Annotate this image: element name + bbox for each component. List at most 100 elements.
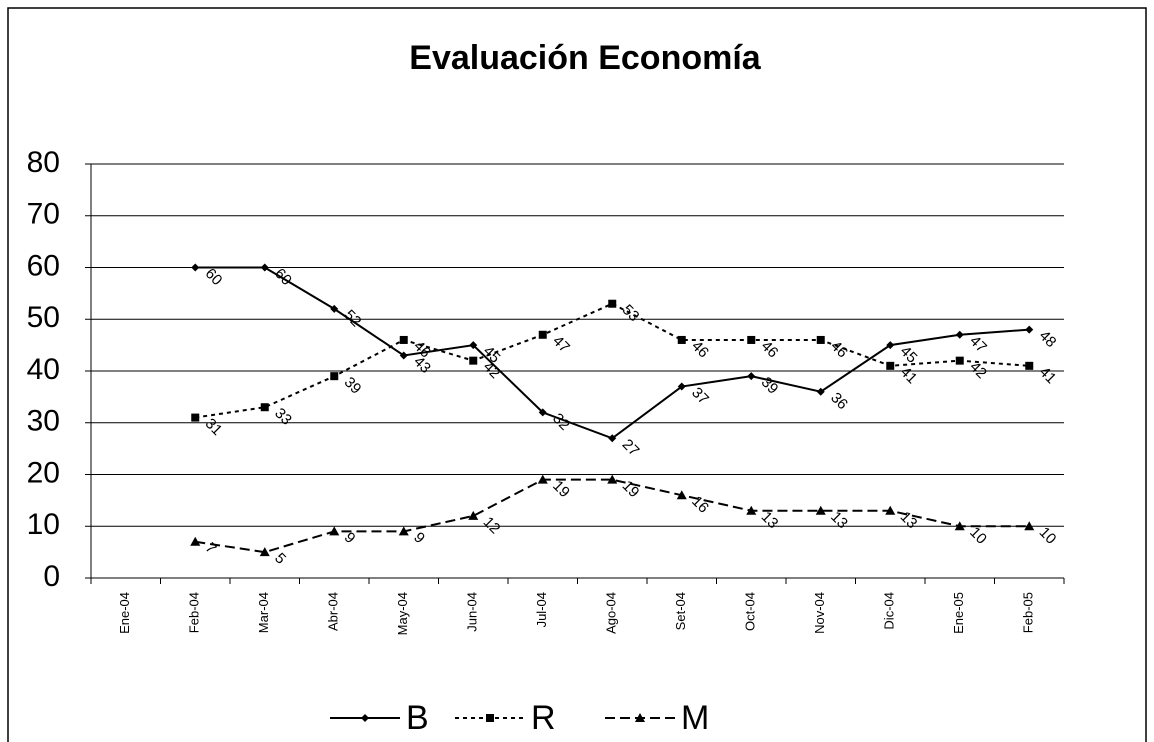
- data-label: 10: [1036, 524, 1060, 548]
- y-tick-label: 50: [27, 301, 60, 334]
- y-tick-label: 60: [27, 249, 60, 282]
- point: [399, 335, 408, 344]
- data-label: 46: [688, 338, 712, 362]
- data-label: 32: [549, 410, 573, 434]
- data-label: 47: [549, 332, 573, 356]
- data-label: 19: [549, 477, 573, 501]
- point: [747, 372, 756, 381]
- point: [190, 536, 201, 546]
- data-label: 16: [688, 493, 712, 517]
- point: [676, 490, 687, 500]
- point: [746, 505, 757, 515]
- point: [329, 526, 340, 536]
- point: [259, 547, 270, 557]
- point: [260, 263, 269, 272]
- data-label: 27: [619, 436, 643, 460]
- point: [1025, 361, 1034, 370]
- x-tick-label: Ago-04: [604, 592, 619, 634]
- point: [955, 330, 964, 339]
- point: [468, 510, 479, 520]
- x-tick-label: Ene-04: [117, 592, 132, 634]
- point: [816, 387, 825, 396]
- point: [816, 335, 825, 344]
- data-label: 42: [480, 358, 504, 382]
- point: [538, 330, 547, 339]
- point: [747, 335, 756, 344]
- point: [608, 299, 617, 308]
- point: [191, 413, 200, 422]
- point: [954, 521, 965, 531]
- x-tick-label: Nov-04: [812, 592, 827, 634]
- legend-label: M: [681, 699, 709, 737]
- x-tick-label: Feb-05: [1021, 592, 1036, 633]
- point: [260, 403, 269, 412]
- data-label: 36: [827, 389, 851, 413]
- data-label: 7: [202, 539, 220, 557]
- x-tick-label: Feb-04: [187, 592, 202, 633]
- x-tick-label: Dic-04: [882, 592, 897, 630]
- data-label: 12: [480, 514, 504, 538]
- data-label: 37: [688, 384, 712, 408]
- y-tick-label: 30: [27, 405, 60, 438]
- data-label: 46: [758, 338, 782, 362]
- point: [330, 304, 339, 313]
- data-label: 13: [827, 508, 851, 532]
- x-tick-label: Jul-04: [534, 592, 549, 627]
- point: [469, 356, 478, 365]
- point: [191, 263, 200, 272]
- x-tick-label: Set-04: [673, 592, 688, 630]
- data-label: 13: [758, 508, 782, 532]
- y-tick-label: 70: [27, 198, 60, 231]
- y-tick-label: 0: [43, 560, 60, 593]
- data-label: 46: [827, 338, 851, 362]
- legend-marker: [486, 714, 494, 722]
- data-label: 13: [897, 508, 921, 532]
- y-tick-label: 10: [27, 508, 60, 541]
- legend-marker: [361, 714, 369, 722]
- point: [330, 372, 339, 381]
- point: [399, 351, 408, 360]
- point: [677, 382, 686, 391]
- point: [677, 335, 686, 344]
- point: [886, 361, 895, 370]
- point: [1024, 521, 1035, 531]
- data-label: 33: [271, 405, 295, 429]
- data-label: 9: [410, 529, 428, 547]
- point: [538, 408, 547, 417]
- x-tick-label: Ene-05: [951, 592, 966, 634]
- data-label: 39: [341, 374, 365, 398]
- data-label: 60: [202, 265, 226, 289]
- data-label: 46: [410, 338, 434, 362]
- legend-marker: [635, 713, 645, 722]
- data-label: 60: [271, 265, 295, 289]
- point: [607, 474, 618, 484]
- data-label: 10: [966, 524, 990, 548]
- data-label: 31: [202, 415, 226, 439]
- point: [469, 341, 478, 350]
- y-tick-label: 80: [27, 146, 60, 179]
- point: [537, 474, 548, 484]
- y-tick-label: 20: [27, 456, 60, 489]
- point: [398, 526, 409, 536]
- point: [815, 505, 826, 515]
- data-label: 19: [619, 477, 643, 501]
- chart-frame: [7, 7, 1147, 742]
- data-label: 41: [1036, 363, 1060, 387]
- legend-label: B: [406, 699, 429, 737]
- chart-title: Evaluación Economía: [409, 39, 762, 77]
- data-label: 5: [271, 550, 289, 568]
- point: [886, 341, 895, 350]
- x-tick-label: Mar-04: [256, 592, 271, 633]
- y-tick-label: 40: [27, 353, 60, 386]
- x-tick-label: May-04: [395, 592, 410, 635]
- point: [1025, 325, 1034, 334]
- point: [608, 434, 617, 443]
- x-tick-label: Oct-04: [743, 592, 758, 631]
- point: [955, 356, 964, 365]
- point: [885, 505, 896, 515]
- legend-label: R: [531, 699, 556, 737]
- data-label: 47: [966, 332, 990, 356]
- data-label: 39: [758, 374, 782, 398]
- data-label: 48: [1036, 327, 1060, 351]
